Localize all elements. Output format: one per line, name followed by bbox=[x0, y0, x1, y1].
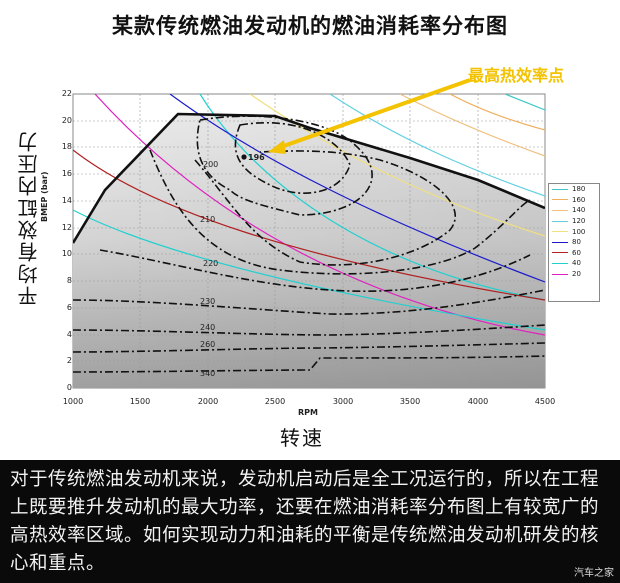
x-axis-label-en: RPM bbox=[298, 408, 318, 417]
power-legend: 180 160 140 120 100 80 60 40 20 bbox=[548, 183, 600, 302]
legend-item-80: 80 bbox=[549, 237, 599, 248]
watermark: 汽车之家 bbox=[574, 568, 614, 579]
min-bsfc-point bbox=[241, 154, 247, 160]
legend-item-180: 180 bbox=[549, 184, 599, 195]
contour-label-240: 240 bbox=[200, 323, 215, 332]
chart-title: 某款传统燃油发动机的燃油消耗率分布图 bbox=[112, 14, 508, 38]
y-tick: 14 bbox=[61, 196, 72, 205]
contour-label-340: 340 bbox=[200, 369, 215, 378]
y-tick: 6 bbox=[66, 303, 72, 312]
legend-item-40: 40 bbox=[549, 258, 599, 269]
legend-item-140: 140 bbox=[549, 205, 599, 216]
x-axis-label-cn: 转速 bbox=[280, 426, 324, 450]
x-tick: 2000 bbox=[197, 397, 219, 406]
caption-box: 对于传统燃油发动机来说，发动机启动后是全工况运行的，所以在工程上既要推升发动机的… bbox=[0, 460, 620, 583]
x-tick: 4500 bbox=[534, 397, 556, 406]
y-tick: 16 bbox=[61, 169, 72, 178]
annotation-arrow bbox=[268, 78, 471, 154]
x-tick: 1500 bbox=[129, 397, 151, 406]
x-tick: 3500 bbox=[399, 397, 421, 406]
y-tick: 10 bbox=[61, 249, 72, 258]
y-tick: 22 bbox=[61, 89, 72, 98]
x-tick: 1000 bbox=[62, 397, 84, 406]
contour-label-210: 210 bbox=[200, 215, 215, 224]
y-tick: 18 bbox=[61, 142, 72, 151]
legend-item-60: 60 bbox=[549, 248, 599, 259]
legend-item-20: 20 bbox=[549, 269, 599, 280]
y-tick: 0 bbox=[66, 383, 72, 392]
y-tick: 4 bbox=[66, 330, 72, 339]
caption-text: 对于传统燃油发动机来说，发动机启动后是全工况运行的，所以在工程上既要推升发动机的… bbox=[10, 469, 600, 574]
x-tick: 4000 bbox=[467, 397, 489, 406]
contour-label-260: 260 bbox=[200, 340, 215, 349]
y-tick: 8 bbox=[66, 276, 72, 285]
legend-item-120: 120 bbox=[549, 216, 599, 227]
max-efficiency-annotation: 最高热效率点 bbox=[468, 66, 565, 85]
x-tick: 2500 bbox=[264, 397, 286, 406]
y-tick: 2 bbox=[66, 356, 72, 365]
legend-item-100: 100 bbox=[549, 226, 599, 237]
y-tick: 12 bbox=[61, 223, 72, 232]
x-tick: 3000 bbox=[332, 397, 354, 406]
y-tick: 20 bbox=[61, 116, 72, 125]
bsfc-contour-plot: 196 200 210 220 230 240 260 340 bbox=[72, 78, 546, 389]
contour-label-230: 230 bbox=[200, 297, 215, 306]
contour-label-200: 200 bbox=[203, 160, 218, 169]
legend-item-160: 160 bbox=[549, 195, 599, 206]
contour-label-196: 196 bbox=[248, 153, 265, 162]
contour-label-220: 220 bbox=[203, 259, 218, 268]
